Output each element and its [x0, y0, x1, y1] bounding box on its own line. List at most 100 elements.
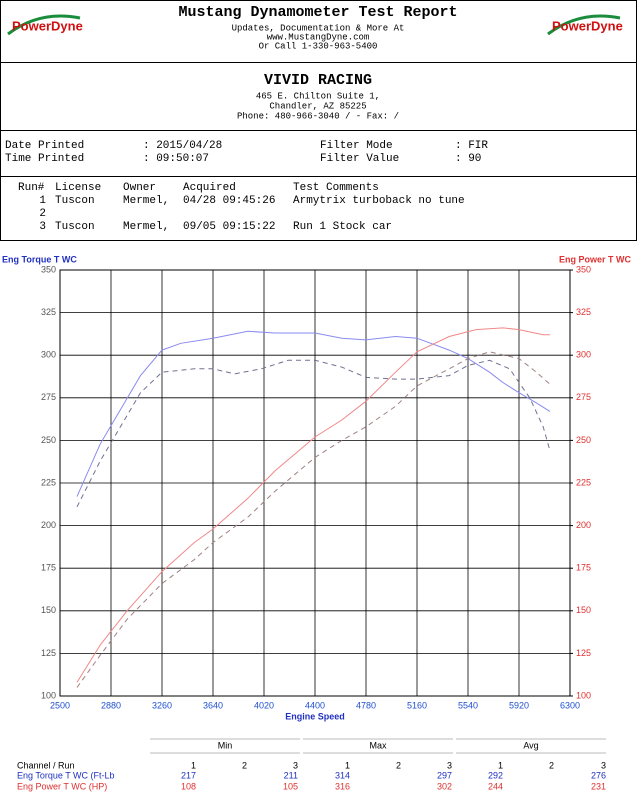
runs-cell: Mermel,: [123, 195, 169, 207]
summary-label: Eng Power T WC (HP): [17, 781, 107, 791]
report-title: Mustang Dynamometer Test Report: [178, 4, 457, 21]
x-axis-title: Engine Speed: [285, 711, 345, 721]
shop-name: VIVID RACING: [264, 72, 372, 89]
y-tick-label: 150: [41, 605, 56, 615]
y-tick-label: 325: [41, 307, 56, 317]
summary-run: 1: [191, 760, 196, 770]
y-tick-label: 125: [41, 648, 56, 658]
y-tick-label: 200: [41, 520, 56, 530]
summary-value: 314: [335, 770, 350, 780]
y-tick-label: 275: [41, 392, 56, 402]
summary-value: 292: [488, 770, 503, 780]
y2-tick-label: 300: [576, 350, 591, 360]
runs-header: Acquired: [183, 182, 236, 194]
summary-run: 1: [345, 760, 350, 770]
y2-tick-label: 225: [576, 477, 591, 487]
summary-value: 211: [284, 770, 298, 780]
summary-run: 2: [242, 760, 247, 770]
x-tick-label: 2880: [101, 700, 121, 710]
y2-axis-title: Eng Power T WC: [559, 254, 632, 264]
summary-row-header: Channel / Run: [17, 760, 75, 770]
logo-left: PowerDyne: [7, 14, 83, 36]
summary-value: 297: [437, 770, 452, 780]
runs-header: Test Comments: [293, 182, 379, 194]
summary-value: 276: [591, 770, 606, 780]
info-label: Time Printed: [5, 153, 84, 165]
y2-tick-label: 325: [576, 307, 591, 317]
x-tick-label: 3640: [203, 700, 223, 710]
runs-cell: Mermel,: [123, 221, 169, 233]
info-value: : 2015/04/28: [143, 140, 222, 152]
summary-run: 3: [447, 760, 452, 770]
y2-tick-label: 125: [576, 648, 591, 658]
y-tick-label: 225: [41, 477, 56, 487]
runs-cell: 3: [39, 221, 46, 233]
summary-run: 1: [498, 760, 503, 770]
summary-group: Min: [218, 740, 233, 750]
summary-value: 244: [488, 781, 503, 791]
y2-tick-label: 100: [576, 690, 591, 700]
y-tick-label: 300: [41, 350, 56, 360]
y-axis-title: Eng Torque T WC: [2, 254, 77, 264]
info-label: Filter Value: [320, 153, 399, 165]
shop-line: 465 E. Chilton Suite 1,: [256, 91, 380, 101]
info-value: : 90: [455, 153, 481, 165]
y-tick-label: 100: [41, 690, 56, 700]
summary-group: Max: [369, 740, 387, 750]
x-tick-label: 4400: [305, 700, 325, 710]
runs-cell: Tuscon: [55, 221, 95, 233]
info-label: Date Printed: [5, 140, 84, 152]
summary-value: 105: [283, 781, 298, 791]
summary-label: Eng Torque T WC (Ft-Lb: [17, 770, 115, 780]
summary-value: 316: [335, 781, 350, 791]
logo-right: PowerDyne: [547, 14, 623, 36]
x-tick-label: 3260: [152, 700, 172, 710]
y-tick-label: 350: [41, 264, 56, 274]
x-tick-label: 5920: [509, 700, 529, 710]
runs-cell: 1: [39, 195, 46, 207]
x-tick-label: 4780: [356, 700, 376, 710]
data-line: [76, 359, 551, 508]
info-label: Filter Mode: [320, 140, 393, 152]
runs-cell: Run 1 Stock car: [293, 221, 392, 233]
summary-run: 3: [601, 760, 606, 770]
y-tick-label: 250: [41, 435, 56, 445]
runs-cell: 2: [39, 208, 46, 220]
summary-value: 217: [181, 770, 196, 780]
logo-text: PowerDyne: [552, 18, 623, 33]
shop-line: Chandler, AZ 85225: [269, 101, 366, 111]
data-line: [76, 330, 551, 497]
runs-header: License: [55, 182, 101, 194]
runs-cell: 09/05 09:15:22: [183, 221, 275, 233]
x-tick-label: 2500: [50, 700, 70, 710]
summary-value: 108: [181, 781, 196, 791]
y2-tick-label: 275: [576, 392, 591, 402]
summary-value: 302: [437, 781, 452, 791]
x-tick-label: 5160: [407, 700, 427, 710]
x-tick-label: 6300: [560, 700, 580, 710]
summary-group: Avg: [523, 740, 538, 750]
summary-run: 2: [549, 760, 554, 770]
shop-line: Phone: 480-966-3040 / - Fax: /: [237, 111, 399, 121]
header-line: Or Call 1-330-963-5400: [259, 41, 378, 51]
data-line: [76, 351, 551, 688]
header-line: www.MustangDyne.com: [267, 32, 370, 42]
y2-tick-label: 350: [576, 264, 591, 274]
runs-cell: Armytrix turboback no tune: [293, 195, 465, 207]
y2-tick-label: 200: [576, 520, 591, 530]
runs-cell: Tuscon: [55, 195, 95, 207]
runs-header: Run#: [18, 182, 45, 194]
y2-tick-label: 175: [576, 563, 591, 573]
summary-value: 231: [591, 781, 606, 791]
x-tick-label: 5540: [458, 700, 478, 710]
runs-header: Owner: [123, 182, 156, 194]
y2-tick-label: 250: [576, 435, 591, 445]
info-value: : FIR: [455, 140, 488, 152]
summary-run: 2: [396, 760, 401, 770]
x-tick-label: 4020: [254, 700, 274, 710]
data-line: [76, 327, 550, 683]
runs-cell: 04/28 09:45:26: [183, 195, 275, 207]
header-line: Updates, Documentation & More At: [232, 23, 405, 33]
logo-text: PowerDyne: [12, 18, 83, 33]
